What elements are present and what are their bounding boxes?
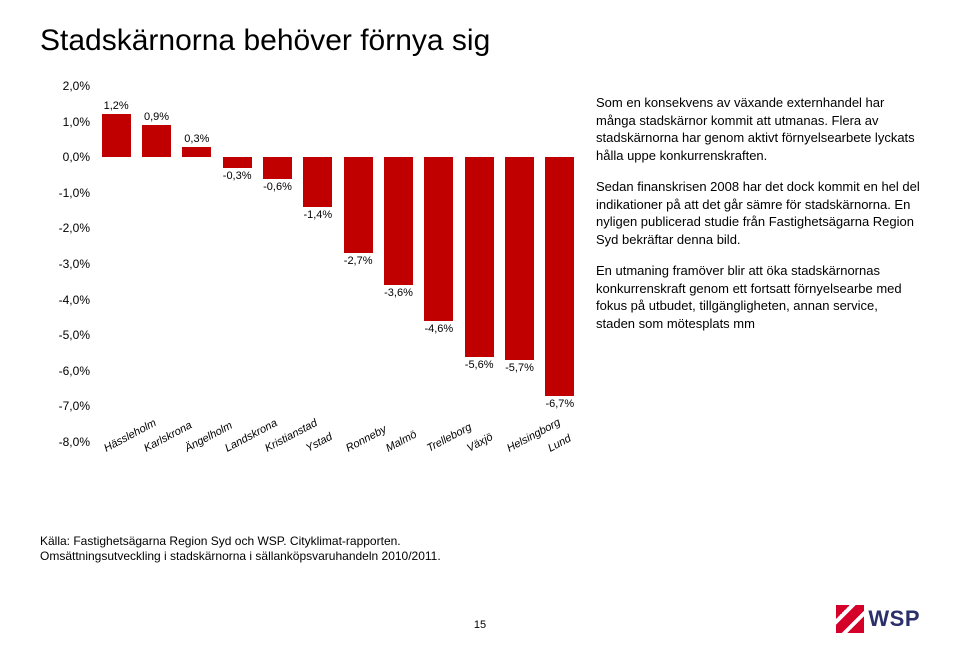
chart-bar-column: -2,7% (338, 86, 378, 442)
paragraph-1: Som en konsekvens av växande externhande… (596, 94, 920, 164)
chart-ytick: -1,0% (59, 186, 90, 200)
chart-yaxis: 2,0%1,0%0,0%-1,0%-2,0%-3,0%-4,0%-5,0%-6,… (40, 86, 96, 442)
wsp-logo-mark (836, 605, 864, 633)
paragraph-2: Sedan finanskrisen 2008 har det dock kom… (596, 178, 920, 248)
chart-bar-label: -3,6% (384, 287, 413, 299)
page-title: Stadskärnorna behöver förnya sig (40, 24, 920, 58)
chart-bar (263, 157, 292, 178)
chart-bar-label: -1,4% (303, 209, 332, 221)
chart-ytick: -4,0% (59, 293, 90, 307)
chart-bar (142, 125, 171, 157)
chart-bar-column: -0,3% (217, 86, 257, 442)
chart-bar (344, 157, 373, 253)
chart-bar-label: -4,6% (424, 323, 453, 335)
wsp-logo-text: WSP (868, 606, 920, 632)
chart-bar-column: 0,9% (136, 86, 176, 442)
chart-plot: 1,2% 0,9% 0,3% -0,3% -0,6% -1,4% -2,7% -3,6% -4,… (96, 86, 580, 442)
chart-bar-label: 1,2% (104, 100, 129, 112)
chart-bar (505, 157, 534, 360)
source-note: Källa: Fastighetsägarna Region Syd och W… (40, 534, 441, 565)
wsp-logo: WSP (836, 605, 920, 633)
source-line-2: Omsättningsutveckling i stadskärnorna i … (40, 549, 441, 565)
chart-ytick: -7,0% (59, 399, 90, 413)
chart-bar (384, 157, 413, 285)
paragraph-3: En utmaning framöver blir att öka stadsk… (596, 262, 920, 332)
chart-bar-label: -2,7% (344, 255, 373, 267)
chart-bar-column: 1,2% (96, 86, 136, 442)
chart-bar (303, 157, 332, 207)
chart-bar-label: -6,7% (545, 398, 574, 410)
chart-ytick: 1,0% (63, 115, 90, 129)
chart-bar-column: 0,3% (177, 86, 217, 442)
chart-bar (545, 157, 574, 396)
chart-ytick: -6,0% (59, 364, 90, 378)
chart-ytick: -8,0% (59, 435, 90, 449)
chart-bar-label: -5,6% (465, 359, 494, 371)
chart-bar-label: 0,9% (144, 111, 169, 123)
chart-bar (424, 157, 453, 321)
text-column: Som en konsekvens av växande externhande… (596, 86, 920, 466)
chart-bar-column: -5,7% (499, 86, 539, 442)
chart-bar-column: -0,6% (257, 86, 297, 442)
source-line-1: Källa: Fastighetsägarna Region Syd och W… (40, 534, 441, 550)
chart-bar-column: -4,6% (419, 86, 459, 442)
chart-bar (182, 147, 211, 158)
chart-bar (102, 114, 131, 157)
chart-container: 2,0%1,0%0,0%-1,0%-2,0%-3,0%-4,0%-5,0%-6,… (40, 86, 580, 466)
chart-bar-column: -1,4% (298, 86, 338, 442)
page-number: 15 (474, 619, 486, 631)
chart-bar-column: -3,6% (378, 86, 418, 442)
chart-bar-column: -6,7% (540, 86, 580, 442)
chart-ytick: -3,0% (59, 257, 90, 271)
chart-bar (223, 157, 252, 168)
chart-bar-label: -0,3% (223, 170, 252, 182)
chart-ytick: -5,0% (59, 328, 90, 342)
chart-xaxis: HässleholmKarlskronaÄngelholmLandskronaK… (96, 442, 580, 466)
chart-bar (465, 157, 494, 356)
chart-bar-label: -5,7% (505, 362, 534, 374)
chart-ytick: -2,0% (59, 221, 90, 235)
chart-ytick: 2,0% (63, 79, 90, 93)
chart-bar-column: -5,6% (459, 86, 499, 442)
chart-bar-label: 0,3% (184, 133, 209, 145)
chart-ytick: 0,0% (63, 150, 90, 164)
chart-bar-label: -0,6% (263, 181, 292, 193)
